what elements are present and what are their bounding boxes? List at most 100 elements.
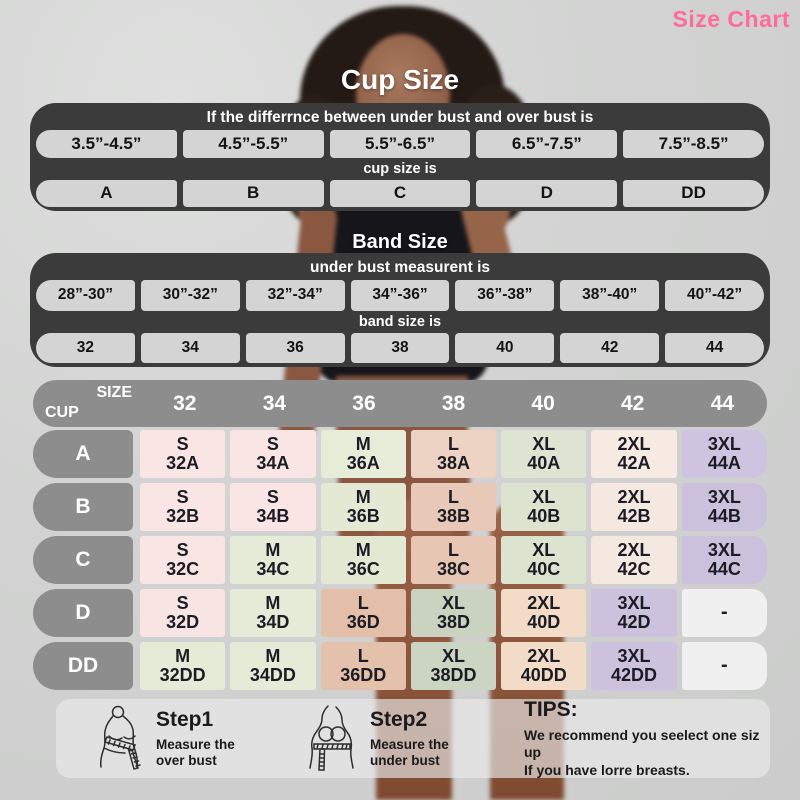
size-grid-row: D S 32D M 34D L 36D XL 38D 2XL 40D 3XL 42D - bbox=[33, 589, 767, 637]
cup-letter: A bbox=[36, 179, 177, 207]
size-grid-body: A S 32A S 34A M 36A L 38A XL 40A 2XL 42A 3XL 44A B S 32B S… bbox=[33, 430, 767, 690]
size-grid-row: B S 32B S 34B M 36B L 38B XL 40B 2XL 42B 3XL 44B bbox=[33, 483, 767, 531]
bust-difference-range: 7.5”-8.5” bbox=[623, 130, 764, 158]
size-cell: L 38A bbox=[410, 430, 497, 478]
size-cell: 2XL 42B bbox=[591, 483, 677, 531]
size-cell: S 32A bbox=[140, 430, 226, 478]
band-column-header: 36 bbox=[352, 391, 376, 415]
size-cell: 2XL 40DD bbox=[501, 642, 587, 690]
size-cell: 2XL 42A bbox=[591, 430, 677, 478]
size-cell: XL 38D bbox=[410, 589, 497, 637]
size-grid-cells: M 32DD M 34DD L 36DD XL 38DD 2XL 40DD 3XL 42DD - bbox=[140, 642, 767, 690]
under-bust-range: 36”-38” bbox=[455, 280, 555, 311]
under-bust-range: 30”-32” bbox=[140, 280, 240, 311]
size-cell: XL 40A bbox=[501, 430, 587, 478]
step2-description: Measure the under bust bbox=[370, 737, 488, 769]
cup-letter: DD bbox=[623, 179, 764, 207]
under-bust-range: 32”-34” bbox=[245, 280, 345, 311]
band-size-value: 40 bbox=[455, 332, 555, 363]
band-size-value: 42 bbox=[560, 332, 660, 363]
size-grid-row: C S 32C M 34C M 36C L 38C XL 40C 2XL 42C 3XL 44C bbox=[33, 536, 767, 584]
size-cell: - bbox=[681, 642, 767, 690]
step1-line1: Measure the bbox=[156, 736, 235, 752]
size-cell: 3XL 42D bbox=[591, 589, 677, 637]
size-grid-cells: S 32B S 34B M 36B L 38B XL 40B 2XL 42B 3XL 44B bbox=[140, 483, 767, 531]
cup-row-label: D bbox=[33, 589, 133, 637]
size-cell: S 32B bbox=[140, 483, 226, 531]
band-size-value: 32 bbox=[36, 332, 135, 363]
band-column-header: 34 bbox=[262, 391, 287, 415]
size-cell: M 36B bbox=[320, 483, 406, 531]
size-cell: XL 38DD bbox=[410, 642, 497, 690]
cup-size-heading: Cup Size bbox=[340, 64, 460, 95]
cup-letter: C bbox=[329, 179, 471, 207]
cup-size-table: If the differrnce between under bust and… bbox=[30, 103, 770, 211]
step2-title: Step2 bbox=[370, 707, 428, 731]
band-column-header: 38 bbox=[441, 391, 466, 415]
size-cell: XL 40B bbox=[501, 483, 587, 531]
band-size-table: under bust measurent is 28”-30” 30”-32” 32… bbox=[30, 253, 770, 367]
size-cell: M 36A bbox=[320, 430, 406, 478]
size-cell: M 34D bbox=[230, 589, 316, 637]
size-grid-cells: S 32D M 34D L 36D XL 38D 2XL 40D 3XL 42D - bbox=[140, 589, 767, 637]
size-grid-cells: S 32C M 34C M 36C L 38C XL 40C 2XL 42C 3XL 44C bbox=[140, 536, 767, 584]
step1-block: Step1 Measure the over bust bbox=[156, 708, 274, 769]
size-grid-row: DD M 32DD M 34DD L 36DD XL 38DD 2XL 40DD 3XL 42DD - bbox=[33, 642, 767, 690]
band-column-header: 32 bbox=[173, 391, 197, 415]
size-cell: 3XL 44C bbox=[681, 536, 767, 584]
size-cell: L 38C bbox=[410, 536, 497, 584]
size-cell: M 32DD bbox=[140, 642, 226, 690]
cup-letter: B bbox=[182, 179, 324, 207]
measure-over-bust-icon bbox=[92, 704, 148, 774]
tips-title: TIPS: bbox=[524, 697, 578, 721]
bust-difference-range: 4.5”-5.5” bbox=[182, 130, 324, 158]
band-size-value: 44 bbox=[665, 332, 765, 363]
size-cell: S 34B bbox=[230, 483, 316, 531]
corner-size-label: SIZE bbox=[96, 384, 132, 401]
corner-cup-label: CUP bbox=[45, 404, 79, 421]
under-bust-range: 28”-30” bbox=[36, 280, 135, 311]
tips-line1: We recommend you seelect one siz up bbox=[524, 726, 760, 761]
under-bust-range: 38”-40” bbox=[560, 280, 660, 311]
size-cup-corner: SIZE CUP bbox=[33, 380, 140, 427]
cup-row-label: C bbox=[33, 536, 133, 584]
tips-block: TIPS: We recommend you seelect one siz u… bbox=[524, 698, 770, 780]
band-column-headers: 32 34 36 38 40 42 44 bbox=[140, 380, 767, 427]
bust-difference-ranges-row: 3.5”-4.5” 4.5”-5.5” 5.5”-6.5” 6.5”-7.5” 7.5”… bbox=[36, 130, 764, 158]
band-column-header: 44 bbox=[710, 391, 734, 415]
size-cell: - bbox=[681, 589, 767, 637]
size-cell: M 34C bbox=[230, 536, 316, 584]
size-cell: M 34DD bbox=[230, 642, 316, 690]
step2-line2: under bust bbox=[370, 753, 440, 768]
step1-description: Measure the over bust bbox=[156, 737, 274, 769]
size-grid-row: A S 32A S 34A M 36A L 38A XL 40A 2XL 42A 3XL 44A bbox=[33, 430, 767, 478]
size-cell: L 38B bbox=[410, 483, 497, 531]
cup-row-label: A bbox=[33, 430, 133, 478]
size-cell: S 34A bbox=[230, 430, 316, 478]
cup-row-label: DD bbox=[33, 642, 133, 690]
size-grid-cells: S 32A S 34A M 36A L 38A XL 40A 2XL 42A 3XL 44A bbox=[140, 430, 767, 478]
band-size-value: 34 bbox=[140, 332, 240, 363]
bust-difference-range: 5.5”-6.5” bbox=[329, 130, 471, 158]
band-size-value: 38 bbox=[350, 332, 450, 363]
size-cell: S 32C bbox=[140, 536, 226, 584]
band-sizes-row: 32 34 36 38 40 42 44 bbox=[36, 332, 765, 363]
step2-line1: Measure the bbox=[370, 736, 449, 752]
under-bust-header: under bust measurent is bbox=[309, 259, 490, 276]
cup-row-label: B bbox=[33, 483, 133, 531]
size-cell: 2XL 42C bbox=[591, 536, 677, 584]
size-cell: L 36DD bbox=[320, 642, 406, 690]
bust-difference-range: 3.5”-4.5” bbox=[36, 130, 177, 158]
size-cell: S 32D bbox=[140, 589, 226, 637]
band-size-heading: Band Size bbox=[352, 231, 448, 253]
size-cell: 3XL 44B bbox=[681, 483, 767, 531]
under-bust-range: 40”-42” bbox=[665, 280, 765, 311]
band-column-header: 40 bbox=[531, 391, 555, 415]
step1-title: Step1 bbox=[156, 707, 214, 731]
page-title: Size Chart bbox=[672, 6, 790, 32]
measuring-instructions-panel: Step1 Measure the over bust Step2 Measur… bbox=[56, 698, 770, 780]
cup-size-is-label: cup size is bbox=[363, 160, 437, 177]
size-cell: M 36C bbox=[320, 536, 406, 584]
measure-under-bust-icon bbox=[300, 704, 362, 774]
